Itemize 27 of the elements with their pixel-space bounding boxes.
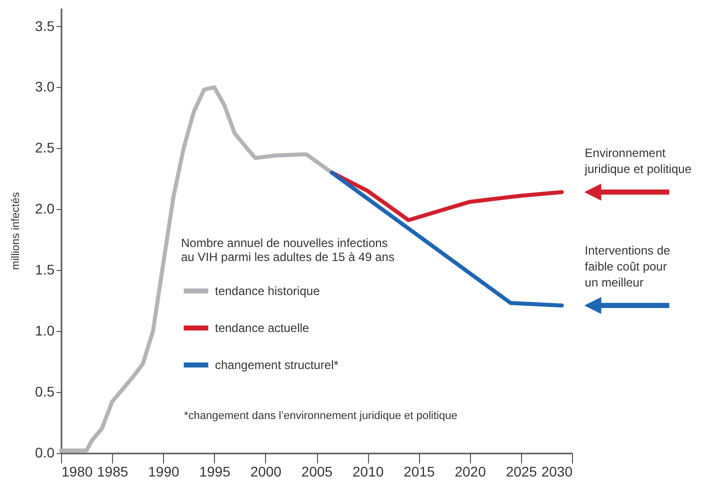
y-tick-label: 2.5	[35, 140, 55, 156]
x-tick-label: 1985	[97, 464, 128, 480]
legend-title: Nombre annuel de nouvelles infections au VIH parmi les adultes de 15 à 49 ans	[181, 236, 394, 264]
x-tick-label: 2030	[541, 464, 573, 480]
x-tick-label: 2015	[404, 464, 435, 480]
y-axis-title: millions infectés	[10, 192, 22, 270]
annotation: *changement dans l’environnement juridique et politique	[184, 410, 458, 422]
y-tick-label: 2.0	[35, 200, 55, 217]
legend-label: tendance historique	[215, 284, 320, 298]
legend-label: changement structurel*	[215, 358, 339, 372]
x-tick-label: 2025	[506, 464, 538, 480]
legend-label: tendance actuelle	[215, 321, 310, 335]
x-tick-label: 1995	[199, 464, 231, 480]
x-tick-label: 2005	[301, 464, 333, 480]
y-tick-label: 3.0	[35, 78, 55, 95]
y-tick-label: 0.5	[35, 384, 55, 400]
x-tick-label: 2000	[250, 464, 282, 480]
x-tick-label: 2020	[454, 464, 486, 480]
annotation: Interventions de faible coût pour un meilleur	[584, 243, 670, 290]
x-tick-label: 1980	[62, 464, 93, 480]
y-tick-label: 0.0	[35, 444, 55, 460]
x-tick-label: 1990	[148, 464, 180, 480]
y-tick-label: 1.5	[35, 262, 55, 278]
annotation: Environnement juridique et politique	[584, 146, 692, 176]
y-tick-label: 1.0	[35, 322, 55, 339]
y-tick-label: 3.5	[35, 18, 55, 34]
x-tick-label: 2010	[352, 464, 384, 480]
